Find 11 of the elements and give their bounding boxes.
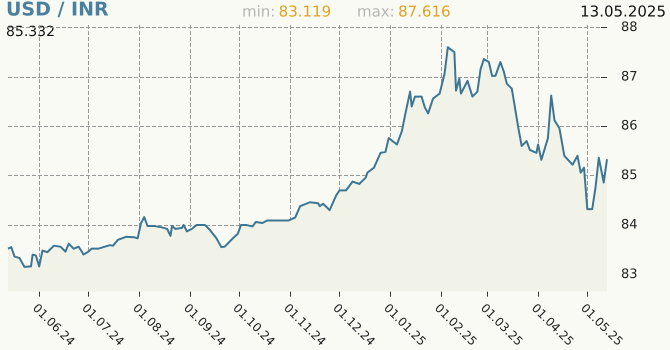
text: max: 87.616 [357,2,451,20]
y-tick-label: 88 [621,20,638,35]
y-tick-label: 83 [621,266,638,282]
text: 13.05.2025 [580,2,666,20]
text: min: 83.119 [242,2,332,20]
y-tick-label: 84 [621,217,638,232]
chart-title: USD / INR [6,0,110,20]
annotation: 85.332 [6,24,55,40]
y-tick-label: 85 [621,168,638,184]
y-tick-label: 87 [621,69,638,84]
y-tick-label: 86 [621,118,638,134]
